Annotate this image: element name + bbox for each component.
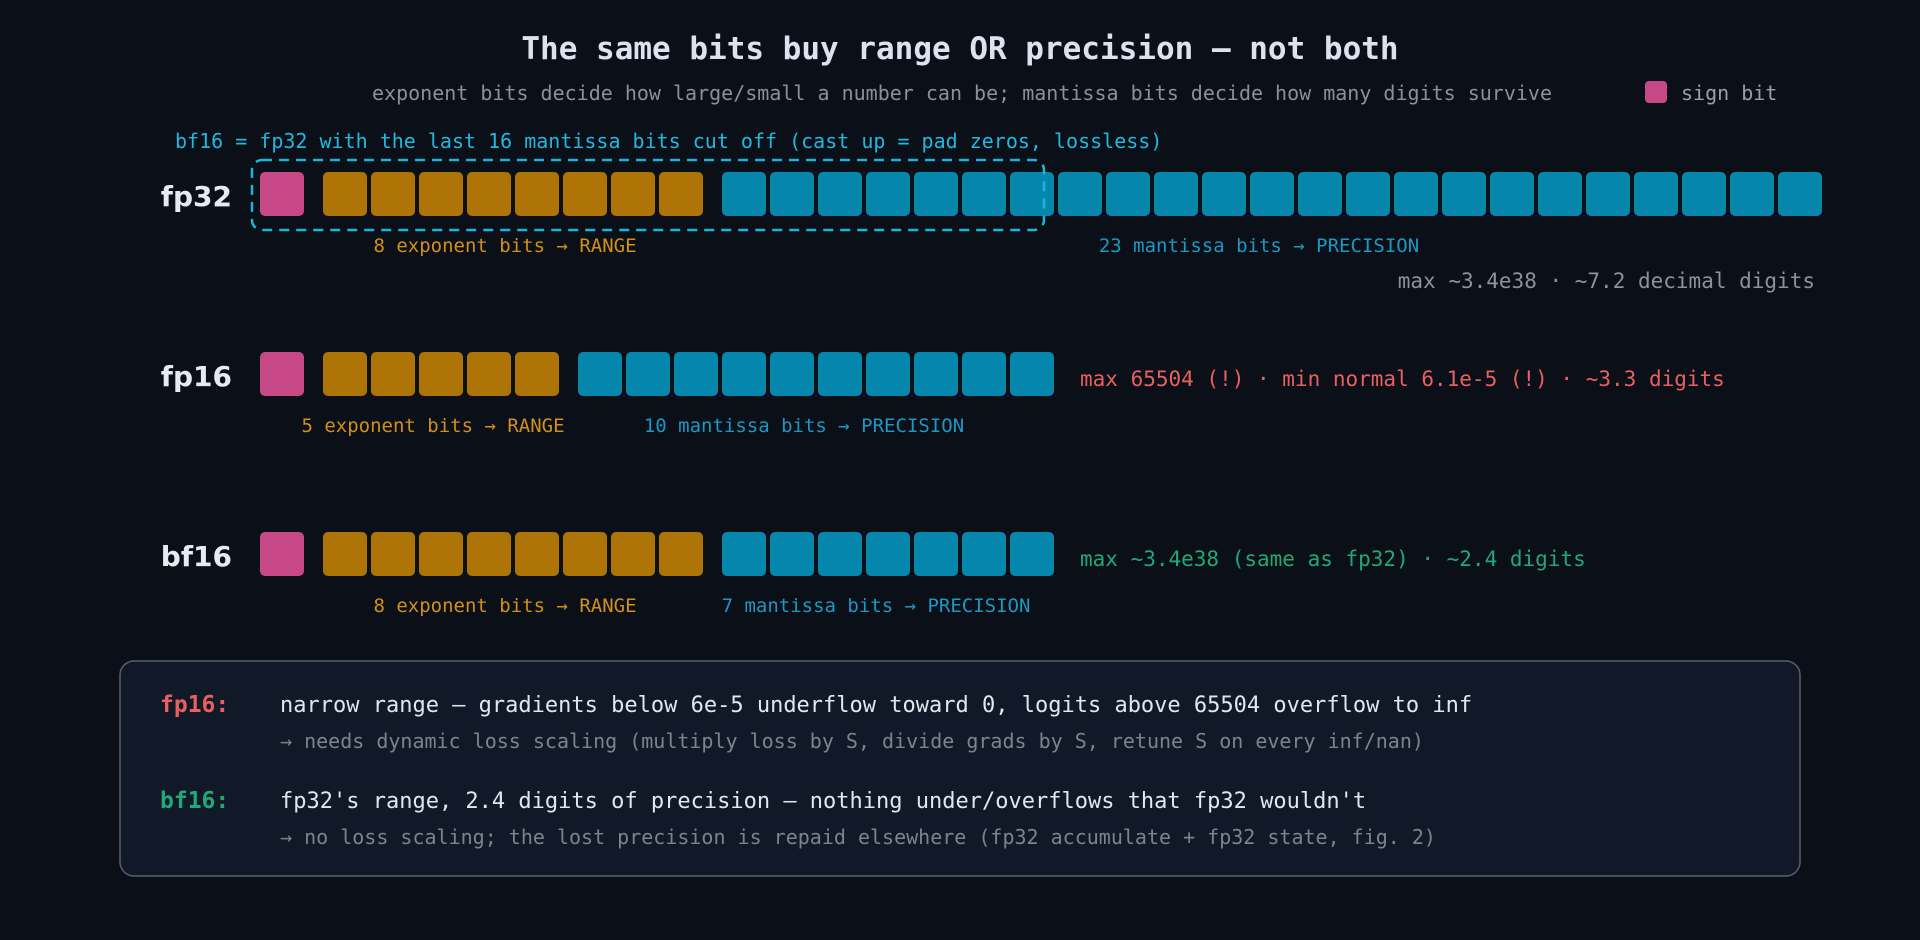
bf16-exponent-label: 8 exponent bits → RANGE — [373, 595, 636, 617]
fp32-sign-bit — [260, 172, 304, 216]
bf16-exponent-bit — [659, 532, 703, 576]
fp32-mantissa-bit — [1634, 172, 1678, 216]
fp32-exponent-bit — [563, 172, 607, 216]
fp32-mantissa-bit — [1394, 172, 1438, 216]
fp32-mantissa-bit — [914, 172, 958, 216]
fp32-exponent-bit — [419, 172, 463, 216]
fp32-mantissa-bit — [1298, 172, 1342, 216]
fp32-mantissa-bit — [962, 172, 1006, 216]
summary-panel: fp16: narrow range — gradients below 6e-… — [119, 660, 1801, 877]
fp16-label: fp16 — [161, 360, 232, 393]
bf16-row: bf16 8 exponent bits → RANGE 7 mantissa … — [161, 532, 1586, 617]
fp16-mantissa-bit — [722, 352, 766, 396]
fp32-mantissa-bit — [1442, 172, 1486, 216]
summary-bf16-key: bf16: — [160, 788, 229, 814]
fp32-mantissa-bit — [818, 172, 862, 216]
fp32-mantissa-bit — [1058, 172, 1102, 216]
bf16-mantissa-bit — [914, 532, 958, 576]
fp32-exponent-bit — [515, 172, 559, 216]
fp32-info: max ~3.4e38 · ~7.2 decimal digits — [1398, 269, 1815, 293]
fp32-mantissa-bit — [1346, 172, 1390, 216]
fp16-mantissa-bit — [866, 352, 910, 396]
bf16-note: bf16 = fp32 with the last 16 mantissa bi… — [175, 129, 1162, 153]
bf16-exponent-bit — [323, 532, 367, 576]
bf16-mantissa-bit — [866, 532, 910, 576]
bf16-exponent-bit — [515, 532, 559, 576]
fp32-exponent-bit — [371, 172, 415, 216]
fp32-row: fp32 8 exponent bits → RANGE 23 mantissa… — [161, 158, 1822, 293]
fp32-mantissa-bit — [1202, 172, 1246, 216]
bf16-sign-bit — [260, 532, 304, 576]
fp32-mantissa-bit — [1154, 172, 1198, 216]
fp16-mantissa-label: 10 mantissa bits → PRECISION — [644, 415, 964, 437]
bf16-exponent-bit — [467, 532, 511, 576]
legend: sign bit — [1645, 81, 1777, 105]
fp16-row: fp16 5 exponent bits → RANGE 10 mantissa… — [161, 352, 1725, 437]
fp16-exponent-bit — [515, 352, 559, 396]
bf16-bit-cells — [260, 532, 1054, 576]
summary-fp16-main: narrow range — gradients below 6e-5 unde… — [280, 693, 1472, 718]
bf16-info: max ~3.4e38 (same as fp32) · ~2.4 digits — [1080, 547, 1586, 571]
fp16-exponent-bit — [419, 352, 463, 396]
bf16-exponent-bit — [371, 532, 415, 576]
bf16-mantissa-bit — [818, 532, 862, 576]
fp32-mantissa-bit — [722, 172, 766, 216]
fp16-exponent-bit — [323, 352, 367, 396]
fp16-mantissa-bit — [818, 352, 862, 396]
fp16-mantissa-bit — [626, 352, 670, 396]
diagram-title: The same bits buy range OR precision — n… — [521, 31, 1398, 67]
fp32-mantissa-bit — [1778, 172, 1822, 216]
summary-fp16-key: fp16: — [160, 692, 229, 718]
fp16-info: max 65504 (!) · min normal 6.1e-5 (!) · … — [1080, 367, 1725, 391]
fp32-exponent-label: 8 exponent bits → RANGE — [373, 235, 636, 257]
fp32-exponent-bit — [323, 172, 367, 216]
fp16-exponent-bit — [467, 352, 511, 396]
fp16-mantissa-bit — [770, 352, 814, 396]
fp32-label: fp32 — [161, 180, 232, 213]
fp32-exponent-bit — [611, 172, 655, 216]
fp32-mantissa-bit — [1586, 172, 1630, 216]
bf16-label: bf16 — [161, 540, 232, 573]
bf16-mantissa-bit — [962, 532, 1006, 576]
fp32-mantissa-bit — [1538, 172, 1582, 216]
fp32-mantissa-bit — [1250, 172, 1294, 216]
fp16-mantissa-bit — [962, 352, 1006, 396]
fp32-mantissa-bit — [1490, 172, 1534, 216]
fp16-mantissa-bit — [914, 352, 958, 396]
summary-bf16-sub: → no loss scaling; the lost precision is… — [280, 825, 1436, 849]
summary-panel-box — [119, 660, 1801, 877]
fp32-mantissa-bit — [770, 172, 814, 216]
fp32-mantissa-label: 23 mantissa bits → PRECISION — [1099, 235, 1419, 257]
bf16-mantissa-bit — [770, 532, 814, 576]
bf16-mantissa-bit — [1010, 532, 1054, 576]
sign-bit-swatch — [1645, 81, 1667, 103]
bf16-exponent-bit — [563, 532, 607, 576]
fp32-mantissa-bit — [1682, 172, 1726, 216]
fp16-sign-bit — [260, 352, 304, 396]
fp32-mantissa-bit — [1106, 172, 1150, 216]
bf16-mantissa-label: 7 mantissa bits → PRECISION — [722, 595, 1031, 617]
fp16-bit-cells — [260, 352, 1054, 396]
legend-label: sign bit — [1681, 81, 1777, 105]
summary-bf16-main: fp32's range, 2.4 digits of precision — … — [280, 789, 1366, 814]
summary-fp16-sub: → needs dynamic loss scaling (multiply l… — [280, 729, 1424, 753]
fp32-mantissa-bit — [866, 172, 910, 216]
fp16-mantissa-bit — [578, 352, 622, 396]
fp16-exponent-bit — [371, 352, 415, 396]
fp32-mantissa-bit — [1010, 172, 1054, 216]
fp32-mantissa-bit — [1730, 172, 1774, 216]
bf16-exponent-bit — [611, 532, 655, 576]
fp32-bit-cells — [260, 172, 1822, 216]
fp32-exponent-bit — [467, 172, 511, 216]
bf16-mantissa-bit — [722, 532, 766, 576]
fp16-exponent-label: 5 exponent bits → RANGE — [301, 415, 564, 437]
fp16-mantissa-bit — [1010, 352, 1054, 396]
fp16-mantissa-bit — [674, 352, 718, 396]
fp32-exponent-bit — [659, 172, 703, 216]
bf16-exponent-bit — [419, 532, 463, 576]
diagram-subtitle: exponent bits decide how large/small a n… — [372, 81, 1552, 105]
